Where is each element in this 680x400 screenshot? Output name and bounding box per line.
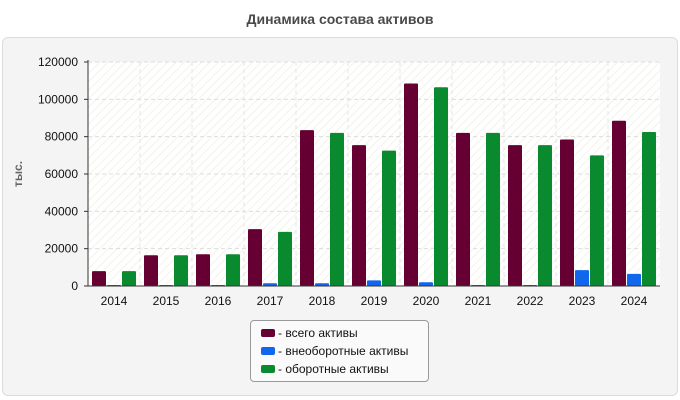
bar-series-0-2023 [560,139,574,286]
legend-item-current: - оборотные активы [251,360,428,378]
bar-series-2-2023 [590,155,604,286]
bar-series-1-2017 [263,283,277,286]
y-tick-label: 100000 [38,92,78,106]
legend-swatch-current [261,365,275,373]
legend-swatch-noncurrent [261,347,275,355]
x-tick-label: 2014 [101,294,128,308]
bar-series-1-2023 [575,270,589,286]
bar-series-2-2019 [382,150,396,286]
x-tick-label: 2020 [413,294,440,308]
x-tick-label: 2018 [309,294,336,308]
bar-series-0-2024 [612,120,626,286]
y-tick-label: 0 [71,279,78,293]
bar-series-1-2020 [419,282,433,286]
legend-item-total: - всего активы [251,324,428,342]
bar-series-0-2017 [248,229,262,286]
y-tick-label: 80000 [45,130,79,144]
y-tick-label: 120000 [38,55,78,69]
bar-series-2-2014 [122,271,136,286]
legend-label-noncurrent: - внеоборотные активы [278,344,409,358]
bar-series-0-2021 [456,132,470,286]
bar-series-2-2017 [278,231,292,286]
x-tick-label: 2017 [257,294,284,308]
legend-swatch-total [261,329,275,337]
chart-title: Динамика состава активов [246,11,434,27]
x-tick-label: 2019 [361,294,388,308]
y-tick-label: 60000 [45,167,79,181]
bar-series-2-2020 [434,87,448,286]
bar-series-0-2019 [352,145,366,286]
legend: - всего активы - внеоборотные активы - о… [250,320,429,382]
legend-label-total: - всего активы [278,326,358,340]
bar-series-1-2018 [315,283,329,286]
bar-series-0-2014 [92,271,106,286]
bar-series-2-2022 [538,145,552,286]
bar-series-0-2015 [144,255,158,286]
bar-series-0-2020 [404,83,418,286]
bar-series-0-2022 [508,145,522,286]
x-tick-label: 2023 [569,294,596,308]
bar-series-1-2024 [627,273,641,286]
bar-series-2-2016 [226,254,240,286]
x-tick-label: 2016 [205,294,232,308]
bar-series-2-2018 [330,132,344,286]
bar-series-2-2015 [174,255,188,286]
legend-label-current: - оборотные активы [278,362,389,376]
bar-series-0-2016 [196,254,210,286]
y-tick-label: 20000 [45,242,79,256]
x-tick-label: 2022 [517,294,544,308]
y-axis-label: тыс. [11,161,25,187]
bar-series-1-2019 [367,280,381,286]
x-tick-label: 2015 [153,294,180,308]
x-tick-label: 2021 [465,294,492,308]
y-tick-label: 40000 [45,204,79,218]
x-tick-label: 2024 [621,294,648,308]
bar-series-2-2021 [486,132,500,286]
legend-item-noncurrent: - внеоборотные активы [251,342,428,360]
bar-series-0-2018 [300,130,314,286]
bar-series-2-2024 [642,132,656,286]
